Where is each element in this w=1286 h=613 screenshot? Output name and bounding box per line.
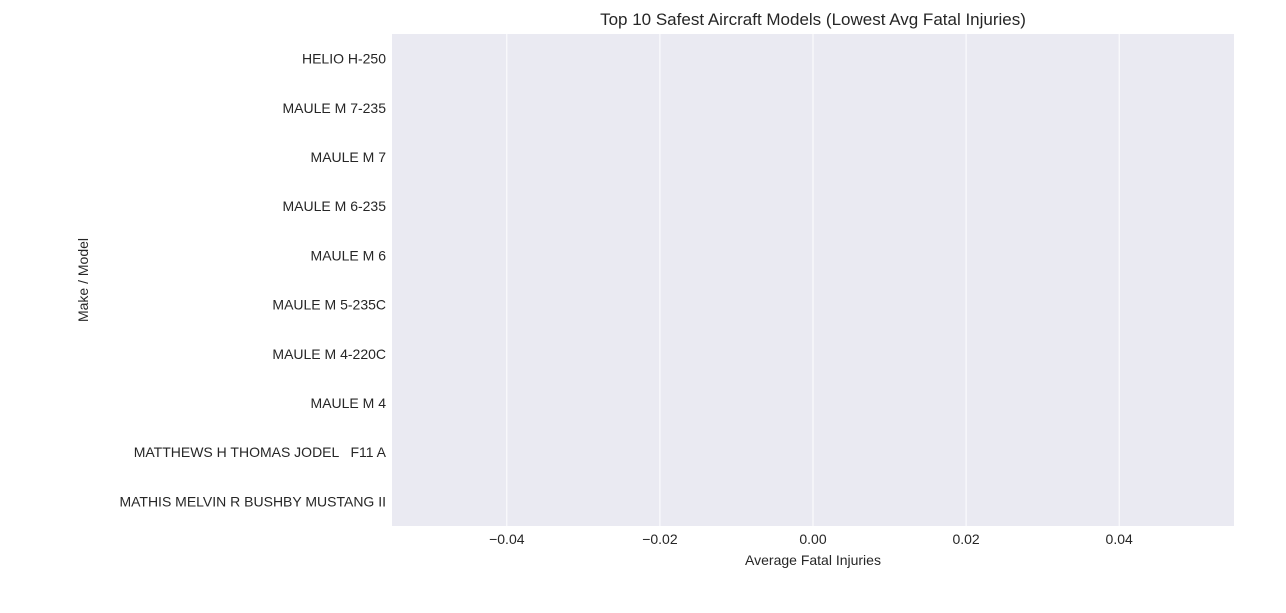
x-tick-label: −0.02: [642, 531, 678, 547]
y-tick-label: MATHIS MELVIN R BUSHBY MUSTANG II: [119, 493, 386, 509]
y-tick-label: MAULE M 4-220C: [272, 346, 386, 362]
x-axis-label: Average Fatal Injuries: [745, 552, 881, 568]
y-tick-label: MAULE M 7-235: [283, 100, 387, 116]
y-tick-label: HELIO H-250: [302, 51, 386, 67]
x-tick-labels: −0.04 −0.02 0.00 0.02 0.04: [489, 531, 1133, 547]
y-axis-label: Make / Model: [75, 238, 91, 322]
y-tick-labels: HELIO H-250 MAULE M 7-235 MAULE M 7 MAULE M…: [119, 51, 386, 510]
y-tick-label: MAULE M 4: [311, 395, 387, 411]
x-tick-label: −0.04: [489, 531, 525, 547]
y-tick-label: MAULE M 5-235C: [272, 297, 386, 313]
gridlines: [506, 34, 1120, 526]
y-tick-label: MAULE M 6: [311, 247, 387, 263]
y-tick-label: MATTHEWS H THOMAS JODEL F11 A: [134, 444, 387, 460]
x-tick-label: 0.00: [799, 531, 826, 547]
y-tick-label: MAULE M 6-235: [283, 198, 387, 214]
x-tick-label: 0.04: [1106, 531, 1133, 547]
chart-title: Top 10 Safest Aircraft Models (Lowest Av…: [600, 10, 1026, 29]
y-tick-label: MAULE M 7: [311, 149, 387, 165]
x-tick-label: 0.02: [952, 531, 979, 547]
